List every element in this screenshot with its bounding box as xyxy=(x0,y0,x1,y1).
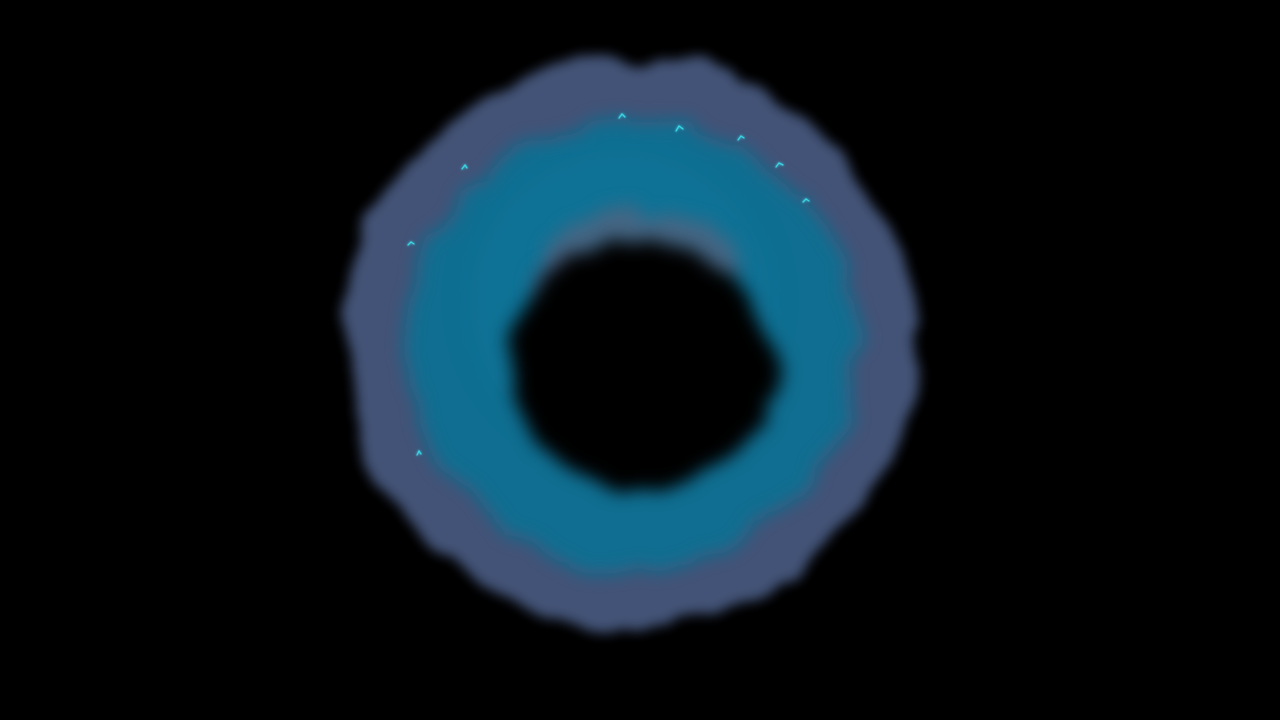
dark-core xyxy=(510,240,770,490)
spark xyxy=(802,198,810,203)
spark xyxy=(775,162,784,168)
spark xyxy=(416,449,422,456)
spark xyxy=(675,125,684,132)
spark-particles xyxy=(407,113,810,456)
spark xyxy=(737,135,745,141)
spark xyxy=(461,163,468,170)
spark xyxy=(618,113,626,119)
spark xyxy=(407,241,415,246)
